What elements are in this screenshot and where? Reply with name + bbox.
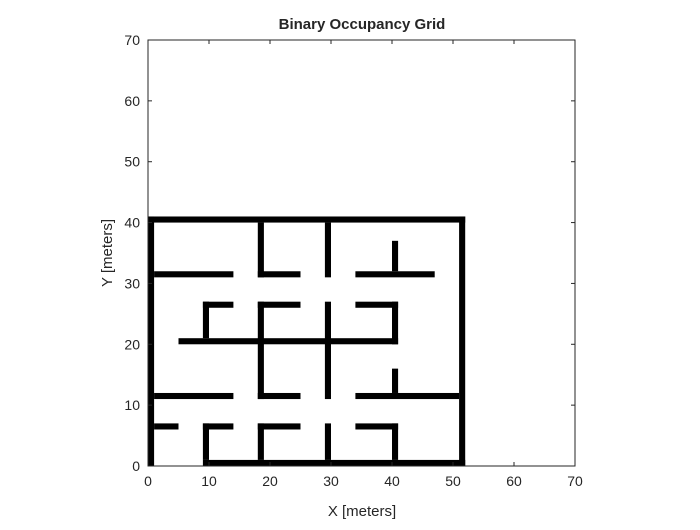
occupied-cell-block [202,459,466,466]
y-tick-label: 30 [124,275,140,291]
occupied-cell-block [148,216,155,466]
x-tick-label: 70 [567,473,583,489]
occupied-cell-block [459,216,466,466]
occupied-cell-block [257,301,264,400]
occupied-cell-block [148,216,466,223]
occupied-cell-block [324,301,331,400]
y-tick-label: 0 [132,458,140,474]
x-tick-label: 30 [323,473,339,489]
occupied-cell-block [392,240,399,272]
axes-box [147,39,576,467]
occupied-cells [148,216,466,466]
occupied-cell-block [257,271,301,278]
y-tick-label: 70 [124,32,140,48]
x-axis-label: X [meters] [328,503,396,520]
occupied-cell-block [202,301,209,339]
x-tick-label: 50 [445,473,461,489]
y-tick-label: 10 [124,397,140,413]
chart-title: Binary Occupancy Grid [279,16,446,33]
occupied-cell-block [202,423,209,460]
x-tick-label: 20 [262,473,278,489]
occupied-cell-block [202,301,234,308]
occupied-cell-block [178,338,399,345]
occupied-cell-block [154,392,234,400]
y-tick-label: 20 [124,336,140,352]
occupied-cell-block [324,423,331,460]
x-tick-label: 60 [506,473,522,489]
occupied-cell-block [154,423,179,430]
occupied-cell-block [257,222,264,278]
occupied-cell-block [257,423,264,460]
x-tick-label: 10 [201,473,217,489]
occupied-cell-block [355,301,399,308]
y-tick-label: 60 [124,93,140,109]
occupied-cell-block [154,271,234,278]
x-tick-label: 0 [144,473,152,489]
occupied-cell-block [324,222,331,278]
y-tick-label: 40 [124,215,140,231]
axes: 0 10 20 30 40 50 60 70 0 10 20 30 40 50 60 70 [124,32,583,489]
occupied-cell-block [392,368,399,393]
y-axis-label: Y [meters] [99,219,116,287]
occupied-cell-block [257,392,301,400]
occupied-cell-block [392,301,399,345]
occupied-cell-block [355,271,435,278]
occupied-cell-block [355,423,399,430]
occupied-cell-block [355,392,460,400]
occupied-cell-block [257,423,301,430]
occupied-cell-block [202,423,234,430]
occupied-cell-block [257,301,301,308]
y-tick-label: 50 [124,154,140,170]
x-tick-label: 40 [384,473,400,489]
occupied-cell-block [392,423,399,460]
